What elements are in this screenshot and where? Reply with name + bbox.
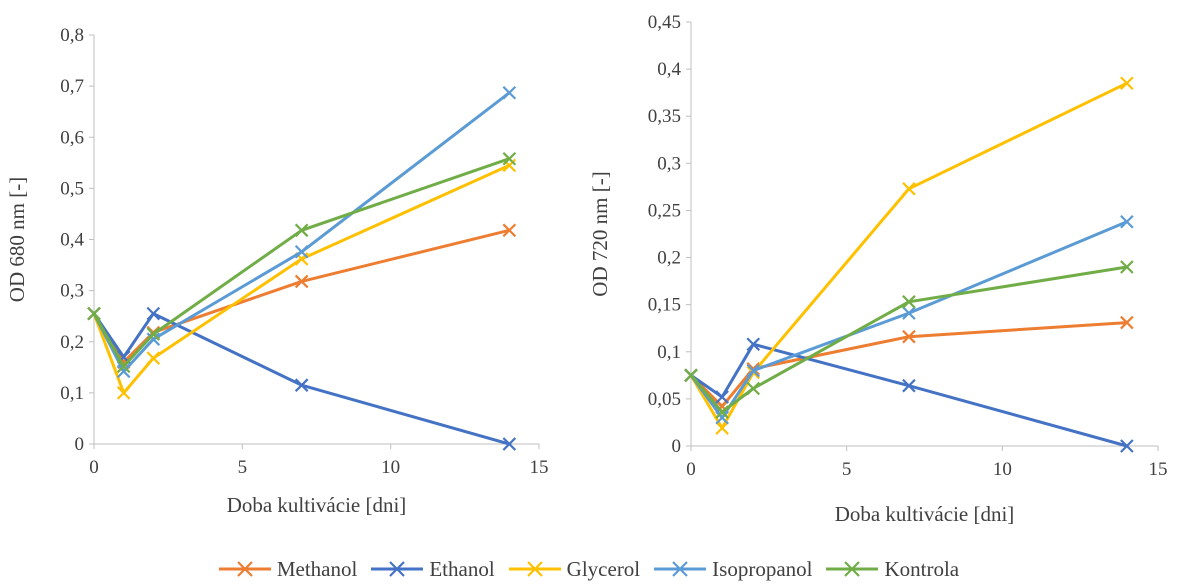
data-point-kontrola — [746, 381, 761, 396]
legend-item-kontrola: Kontrola — [826, 557, 959, 582]
x-tick-label: 15 — [1149, 459, 1168, 480]
data-point-ethanol — [294, 378, 309, 392]
series-line-glycerol — [92, 164, 510, 395]
data-point-kontrola — [1120, 260, 1134, 274]
legend-item-glycerol: Glycerol — [508, 556, 641, 582]
legend-swatch-isopropanol-icon — [654, 561, 707, 577]
legend-swatch-kontrola-icon — [826, 561, 879, 577]
x-tick-label: 5 — [238, 457, 248, 478]
legend-item-isopropanol: Isopropanol — [654, 557, 812, 582]
series-isopropanol — [684, 214, 1134, 425]
data-point-glycerol — [715, 421, 729, 435]
data-point-isopropanol — [715, 410, 729, 425]
legend-label-kontrola: Kontrola — [884, 556, 960, 581]
series-methanol — [684, 315, 1134, 414]
y-axis-title: OD 680 nm [-] — [5, 177, 29, 302]
y-tick-label: 0,45 — [648, 12, 681, 33]
legend: Methanol Ethanol Glycerol Isopropanol Ko… — [0, 553, 1178, 585]
x-tick-label: 5 — [842, 459, 852, 480]
legend-swatch-glycerol-icon — [508, 561, 561, 577]
y-tick-label: 0 — [672, 436, 682, 457]
data-point-methanol — [1120, 315, 1134, 330]
series-ethanol — [87, 306, 517, 451]
x-axis-title: Doba kultivácie [dni] — [835, 502, 1015, 526]
y-tick-label: 0,6 — [60, 127, 84, 148]
data-point-kontrola — [715, 405, 729, 419]
series-glycerol — [684, 76, 1134, 435]
legend-swatch-methanol-icon — [218, 561, 271, 577]
series-ethanol — [684, 337, 1134, 453]
data-point-isopropanol — [294, 244, 309, 259]
data-point-glycerol — [1120, 76, 1134, 91]
y-tick-label: 0,3 — [60, 281, 84, 302]
data-point-kontrola — [684, 368, 698, 383]
x-axis-title: Doba kultivácie [dni] — [227, 493, 407, 517]
x-tick-label: 0 — [89, 457, 99, 478]
data-point-kontrola — [294, 223, 309, 238]
y-tick-label: 0,4 — [60, 230, 84, 251]
data-point-methanol — [746, 361, 761, 376]
data-point-methanol — [294, 274, 309, 289]
data-point-isopropanol — [1120, 214, 1134, 229]
legend-swatch-ethanol-icon — [371, 561, 424, 577]
series-methanol — [87, 223, 517, 369]
data-point-kontrola — [902, 295, 916, 309]
y-tick-label: 0,4 — [657, 59, 681, 80]
y-tick-label: 0,25 — [648, 200, 681, 221]
data-point-ethanol — [715, 390, 729, 404]
data-point-glycerol — [902, 181, 916, 196]
data-point-isopropanol — [116, 364, 131, 379]
series-kontrola — [684, 260, 1134, 419]
y-tick-label: 0,05 — [648, 389, 681, 410]
data-point-ethanol — [502, 437, 517, 451]
data-point-glycerol — [116, 386, 131, 400]
y-tick-label: 0,1 — [657, 342, 681, 363]
data-point-methanol — [502, 223, 517, 238]
data-point-isopropanol — [146, 332, 161, 346]
y-tick-label: 0,2 — [60, 332, 84, 353]
x-tick-label: 0 — [686, 459, 696, 480]
y-tick-label: 0,1 — [60, 383, 84, 404]
data-point-ethanol — [746, 337, 761, 352]
y-tick-label: 0,35 — [648, 106, 681, 127]
legend-label-glycerol: Glycerol — [566, 556, 641, 581]
y-tick-label: 0,7 — [60, 76, 84, 97]
data-point-kontrola — [502, 151, 517, 166]
data-point-kontrola — [116, 359, 131, 374]
data-point-methanol — [902, 329, 916, 344]
y-tick-label: 0,2 — [657, 248, 681, 269]
data-point-ethanol — [902, 378, 916, 393]
data-point-isopropanol — [746, 363, 761, 378]
chart-panel-1: 0 0,1 0,2 0,3 0,4 0,5 0,6 0,7 0,8 0 5 10 15 Doba kult… — [5, 25, 549, 517]
series-line-ethanol — [690, 342, 1128, 448]
y-tick-label: 0,8 — [60, 25, 84, 46]
data-point-kontrola — [87, 306, 101, 321]
series-kontrola — [87, 151, 517, 374]
legend-label-isopropanol: Isopropanol — [712, 556, 813, 581]
x-tick-label: 15 — [530, 457, 549, 478]
data-point-isopropanol — [902, 306, 916, 320]
legend-label-methanol: Methanol — [276, 556, 358, 581]
series-glycerol — [87, 158, 517, 400]
data-point-isopropanol — [502, 85, 517, 100]
data-point-ethanol — [146, 306, 161, 321]
x-tick-label: 10 — [993, 459, 1012, 480]
legend-label-ethanol: Ethanol — [429, 556, 495, 581]
legend-item-ethanol: Ethanol — [371, 556, 495, 582]
chart-panel-2: 0 0,05 0,1 0,15 0,2 0,25 0,3 0,35 0,4 0,45 0 5 10 15 D… — [588, 12, 1168, 526]
y-axis-title: OD 720 nm [-] — [588, 171, 612, 296]
legend-item-methanol: Methanol — [218, 556, 358, 582]
data-point-ethanol — [1120, 439, 1134, 453]
data-point-kontrola — [146, 327, 161, 341]
y-tick-label: 0 — [75, 434, 85, 455]
data-point-glycerol — [146, 351, 161, 365]
y-tick-label: 0,3 — [657, 153, 681, 174]
y-tick-label: 0,15 — [648, 295, 681, 316]
x-tick-label: 10 — [381, 457, 400, 478]
y-tick-label: 0,5 — [60, 178, 84, 199]
